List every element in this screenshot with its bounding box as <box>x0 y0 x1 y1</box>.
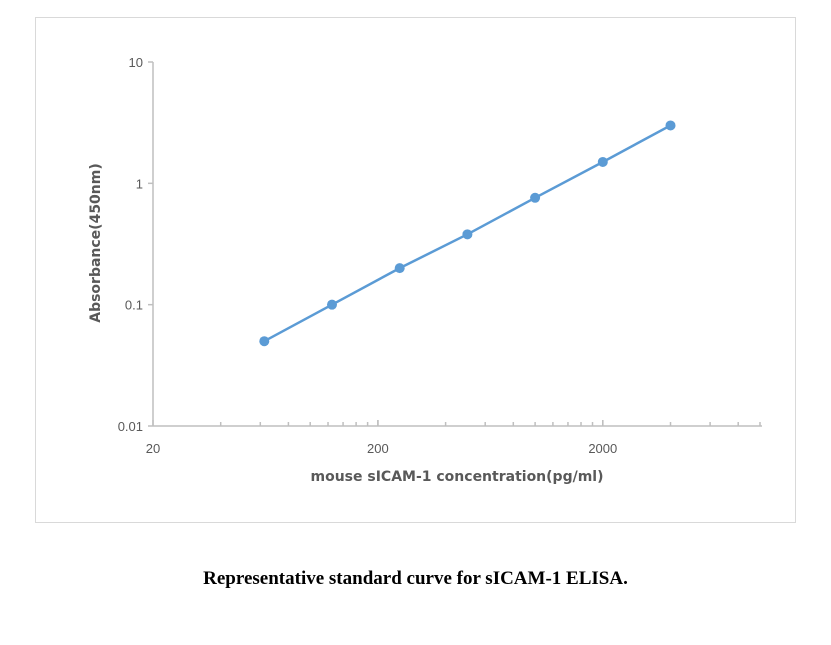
data-point <box>665 120 676 131</box>
y-tick-label: 1 <box>136 176 143 191</box>
x-tick-label: 200 <box>367 441 389 456</box>
data-point <box>462 229 473 240</box>
y-tick-label: 0.1 <box>125 298 143 313</box>
data-point <box>597 156 608 167</box>
y-tick-label: 0.01 <box>118 419 143 434</box>
y-tick-label: 10 <box>129 55 143 70</box>
data-point <box>530 192 541 203</box>
figure-caption: Representative standard curve for sICAM-… <box>203 568 628 589</box>
data-point <box>394 263 405 274</box>
data-point <box>259 336 270 347</box>
data-point <box>326 299 337 310</box>
x-tick-label: 2000 <box>588 441 617 456</box>
x-axis-label: mouse sICAM-1 concentration(pg/ml) <box>311 469 604 485</box>
x-tick-label: 20 <box>146 441 160 456</box>
y-axis-label: Absorbance(450nm) <box>88 163 104 323</box>
chart-frame <box>35 17 796 523</box>
